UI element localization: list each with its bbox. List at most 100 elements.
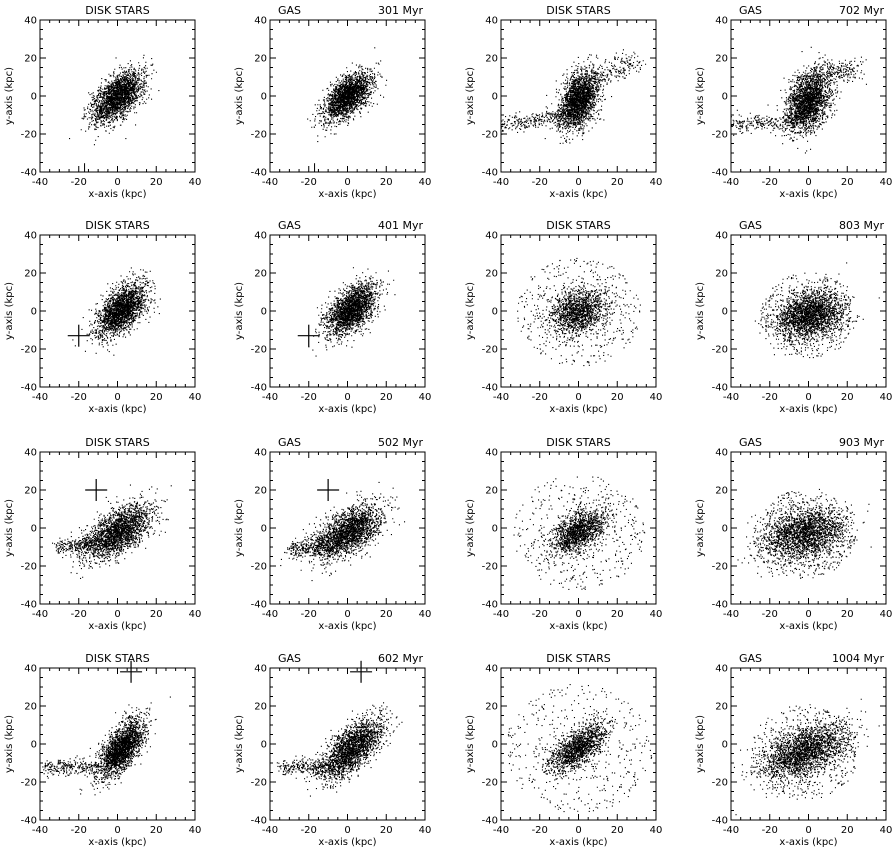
x-tick-label: 40 bbox=[419, 392, 432, 403]
panel-title: DISK STARS bbox=[546, 652, 610, 665]
x-axis-label: x-axis (kpc) bbox=[549, 621, 607, 632]
x-tick-label: -20 bbox=[301, 609, 317, 620]
x-tick-label: -40 bbox=[493, 392, 509, 403]
panel-10: -40 -20 0 20 40 -40 -20 0 20 40 x-axis (kpc) y-axis… bbox=[234, 436, 431, 632]
x-tick-label: 40 bbox=[880, 825, 892, 836]
x-tick-label: 40 bbox=[419, 825, 432, 836]
x-tick-label: 0 bbox=[344, 825, 350, 836]
y-tick-label: -20 bbox=[21, 345, 37, 356]
y-tick-label: 20 bbox=[715, 54, 728, 65]
y-tick-label: -20 bbox=[482, 778, 498, 789]
x-tick-label: 40 bbox=[880, 392, 892, 403]
x-tick-label: 0 bbox=[114, 177, 120, 188]
panel-title: DISK STARS bbox=[85, 4, 149, 17]
x-tick-label: -40 bbox=[723, 609, 739, 620]
y-tick-label: -40 bbox=[21, 816, 37, 827]
x-tick-label: -40 bbox=[262, 825, 278, 836]
y-tick-label: 40 bbox=[715, 448, 728, 459]
y-tick-label: 20 bbox=[715, 269, 728, 280]
y-tick-label: -20 bbox=[251, 778, 267, 789]
x-tick-label: -20 bbox=[762, 392, 778, 403]
y-tick-label: -20 bbox=[712, 778, 728, 789]
x-tick-label: 20 bbox=[611, 825, 624, 836]
x-tick-label: 0 bbox=[575, 609, 581, 620]
y-tick-label: 40 bbox=[254, 664, 267, 675]
panel-time-label: 502 Myr bbox=[378, 436, 423, 449]
x-tick-label: 40 bbox=[650, 825, 663, 836]
x-tick-label: -20 bbox=[762, 177, 778, 188]
x-tick-label: 20 bbox=[380, 177, 393, 188]
y-tick-label: -40 bbox=[712, 383, 728, 394]
x-tick-label: 20 bbox=[611, 609, 624, 620]
y-axis-label: y-axis (kpc) bbox=[695, 715, 706, 773]
y-tick-label: -40 bbox=[712, 816, 728, 827]
x-axis-label: x-axis (kpc) bbox=[88, 621, 146, 632]
y-axis-label: y-axis (kpc) bbox=[695, 282, 706, 340]
y-tick-label: -40 bbox=[482, 168, 498, 179]
panel-time-label: 301 Myr bbox=[378, 4, 423, 17]
y-tick-label: -20 bbox=[251, 345, 267, 356]
x-tick-label: -20 bbox=[762, 609, 778, 620]
panel-1: -40 -20 0 20 40 -40 -20 0 20 40 x-axis (kpc) y-axis… bbox=[4, 4, 201, 200]
x-tick-label: 20 bbox=[611, 177, 624, 188]
y-axis-label: y-axis (kpc) bbox=[4, 499, 15, 557]
y-tick-label: 0 bbox=[31, 740, 37, 751]
x-axis-label: x-axis (kpc) bbox=[318, 621, 376, 632]
y-tick-label: 40 bbox=[715, 231, 728, 242]
y-tick-label: -20 bbox=[482, 130, 498, 141]
y-tick-label: 20 bbox=[254, 702, 267, 713]
y-tick-label: 40 bbox=[24, 664, 37, 675]
x-tick-label: 40 bbox=[419, 609, 432, 620]
scatter-points bbox=[42, 696, 171, 796]
panel-title: GAS bbox=[278, 4, 301, 17]
y-tick-label: -40 bbox=[251, 600, 267, 611]
x-tick-label: 20 bbox=[150, 609, 163, 620]
panel-11: -40 -20 0 20 40 -40 -20 0 20 40 x-axis (kpc) y-axis… bbox=[465, 436, 662, 632]
scatter-points bbox=[513, 476, 646, 590]
x-tick-label: 40 bbox=[650, 177, 663, 188]
y-tick-label: -40 bbox=[21, 383, 37, 394]
x-tick-label: 0 bbox=[344, 609, 350, 620]
x-tick-label: -40 bbox=[32, 825, 48, 836]
y-tick-label: 20 bbox=[485, 54, 498, 65]
y-tick-label: 0 bbox=[492, 92, 498, 103]
y-axis-label: y-axis (kpc) bbox=[465, 282, 476, 340]
y-tick-label: -20 bbox=[712, 345, 728, 356]
x-tick-label: -20 bbox=[301, 177, 317, 188]
x-tick-label: -40 bbox=[32, 609, 48, 620]
x-tick-label: 20 bbox=[380, 825, 393, 836]
y-tick-label: -40 bbox=[712, 168, 728, 179]
panel-title: GAS bbox=[739, 219, 762, 232]
y-tick-label: 0 bbox=[31, 92, 37, 103]
panel-title: DISK STARS bbox=[546, 4, 610, 17]
scatter-points bbox=[731, 46, 867, 154]
x-tick-label: 20 bbox=[841, 825, 854, 836]
y-tick-label: 40 bbox=[254, 448, 267, 459]
y-tick-label: 0 bbox=[261, 307, 267, 318]
x-axis-label: x-axis (kpc) bbox=[318, 404, 376, 415]
x-tick-label: 0 bbox=[575, 392, 581, 403]
y-tick-label: -20 bbox=[21, 562, 37, 573]
y-tick-label: 0 bbox=[261, 92, 267, 103]
x-tick-label: 40 bbox=[880, 177, 892, 188]
x-tick-label: 20 bbox=[380, 609, 393, 620]
y-tick-label: -20 bbox=[251, 130, 267, 141]
panel-4: -40 -20 0 20 40 -40 -20 0 20 40 x-axis (kpc) y-axis… bbox=[695, 4, 892, 200]
y-tick-label: 0 bbox=[31, 307, 37, 318]
y-axis-label: y-axis (kpc) bbox=[234, 282, 245, 340]
y-tick-label: 20 bbox=[24, 702, 37, 713]
y-tick-label: 0 bbox=[492, 524, 498, 535]
x-tick-label: 20 bbox=[150, 392, 163, 403]
y-tick-label: -40 bbox=[251, 383, 267, 394]
x-tick-label: 0 bbox=[114, 392, 120, 403]
panel-14: -40 -20 0 20 40 -40 -20 0 20 40 x-axis (kpc) y-axis… bbox=[234, 652, 431, 848]
y-tick-label: 20 bbox=[715, 486, 728, 497]
y-axis-label: y-axis (kpc) bbox=[4, 282, 15, 340]
panel-2: -40 -20 0 20 40 -40 -20 0 20 40 x-axis (kpc) y-axis… bbox=[234, 4, 431, 200]
scatter-points bbox=[733, 698, 880, 816]
y-tick-label: 20 bbox=[254, 486, 267, 497]
panel-time-label: 903 Myr bbox=[839, 436, 884, 449]
x-axis-label: x-axis (kpc) bbox=[549, 404, 607, 415]
x-tick-label: -20 bbox=[532, 825, 548, 836]
y-tick-label: -20 bbox=[482, 345, 498, 356]
